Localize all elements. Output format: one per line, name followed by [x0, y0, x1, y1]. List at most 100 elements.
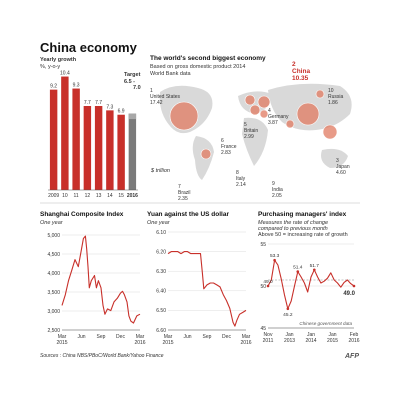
- y-tick-label: 4,500: [47, 252, 60, 258]
- gdp-bubble: [200, 148, 212, 160]
- x-tick-label: Jan: [307, 332, 315, 338]
- x-tick-label: 15: [118, 193, 124, 199]
- y-tick-label: 6.40: [156, 289, 166, 295]
- country-rank: 3: [336, 158, 339, 164]
- x-tick-label: 14: [107, 193, 113, 199]
- country-name: Japan: [336, 164, 350, 170]
- bar-value-label: 9.3: [73, 83, 80, 89]
- x-tick-label: 2015: [56, 340, 67, 346]
- bar-value-label: 7.7: [95, 100, 102, 106]
- yuan-subtitle: One year: [147, 220, 171, 226]
- x-tick-label: 2014: [305, 338, 316, 344]
- country-gdp-value: 2.99: [244, 134, 254, 140]
- country-name: United States: [150, 94, 181, 100]
- map-subtitle: Based on gross domestic product 2014: [150, 64, 245, 70]
- annotated-point: [273, 258, 276, 262]
- country-rank: 4: [268, 108, 271, 114]
- growth-bar: [94, 106, 103, 190]
- country-gdp-value: 10.35: [292, 75, 309, 82]
- y-tick-label: 6.30: [156, 269, 166, 275]
- x-tick-label: 2016: [134, 340, 145, 346]
- x-tick-label: 10: [62, 193, 68, 199]
- map-source: World Bank data: [150, 71, 192, 77]
- data-label: 49.0: [263, 279, 273, 285]
- gdp-bubble: [322, 124, 338, 140]
- country-gdp-value: 17.42: [150, 100, 163, 106]
- growth-bar: [117, 114, 125, 190]
- map-unit: $ trillion: [150, 168, 170, 174]
- gdp-bubble: [169, 101, 199, 131]
- y-tick-label: 2,500: [47, 328, 60, 334]
- bar-value-label: 6.9: [118, 109, 125, 115]
- gdp-bubble: [315, 89, 325, 99]
- annotated-point: [266, 284, 270, 288]
- pmi-chart: 555045Nov2011Jan2013Jan2014Jan2015Feb201…: [260, 242, 359, 344]
- pmi-title: Purchasing managers' index: [258, 211, 347, 218]
- country-name: Russia: [328, 94, 344, 100]
- series-line: [61, 235, 141, 324]
- y-tick-label: 6.10: [156, 230, 166, 236]
- country-gdp-value: 3.87: [268, 120, 278, 126]
- gdp-bubble: [285, 119, 295, 129]
- x-tick-label: Sep: [97, 334, 106, 340]
- x-tick-label: Jun: [183, 334, 191, 340]
- series-line: [267, 259, 355, 310]
- x-tick-label: Feb: [350, 332, 359, 338]
- target-low: 6.5 -: [124, 79, 135, 85]
- bar-value-label: 10.4: [60, 71, 70, 77]
- x-tick-label: Dec: [222, 334, 231, 340]
- country-rank: 9: [272, 181, 275, 187]
- x-tick-label: 2013: [284, 338, 295, 344]
- pmi-subtitle-2: compared to previous month: [258, 226, 328, 232]
- bar-value-label: 7.7: [84, 100, 91, 106]
- y-tick-label: 4,000: [47, 271, 60, 277]
- country-gdp-value: 2.35: [178, 196, 188, 202]
- country-rank: 7: [178, 184, 181, 190]
- data-label: 49.0: [343, 291, 355, 297]
- y-tick-label: 55: [260, 242, 266, 248]
- bar-value-label: 7.3: [106, 104, 113, 110]
- growth-bar: [106, 110, 114, 190]
- x-tick-label: Jun: [77, 334, 85, 340]
- agency-logo: AFP: [344, 353, 359, 360]
- country-gdp-value: 4.60: [336, 170, 346, 176]
- growth-bar: [72, 88, 80, 190]
- x-tick-label: 2016: [127, 193, 138, 199]
- country-rank: 2: [292, 61, 296, 68]
- country-rank: 1: [150, 88, 153, 94]
- x-tick-label: 11: [74, 193, 79, 199]
- yuan-title: Yuan against the US dollar: [147, 211, 229, 218]
- gdp-bubble: [249, 104, 261, 116]
- africa-shape: [242, 117, 268, 166]
- shanghai-subtitle: One year: [40, 220, 64, 226]
- target-label: Target: [124, 72, 141, 78]
- x-tick-label: 2009: [48, 193, 59, 199]
- country-name: China: [292, 68, 310, 75]
- target-range-mark: [128, 113, 137, 120]
- country-rank: 6: [221, 138, 224, 144]
- y-tick-label: 6.20: [156, 249, 166, 255]
- country-gdp-value: 2.14: [236, 182, 246, 188]
- x-tick-label: Dec: [116, 334, 125, 340]
- y-tick-label: 45: [260, 326, 266, 332]
- country-rank: 10: [328, 88, 334, 94]
- bar-value-label: 9.2: [50, 84, 57, 90]
- country-rank: 5: [244, 122, 247, 128]
- gdp-bubble: [296, 102, 320, 126]
- x-tick-label: 2016: [348, 338, 359, 344]
- x-tick-label: 2016: [240, 340, 251, 346]
- y-tick-label: 5,000: [47, 233, 60, 239]
- data-label: 45.2: [283, 312, 293, 318]
- y-tick-label: 50: [260, 284, 266, 290]
- x-tick-label: Mar: [164, 334, 173, 340]
- country-gdp-value: 1.86: [328, 100, 338, 106]
- target-bar: [128, 113, 137, 190]
- pmi-subtitle-3: Above 50 = increasing rate of growth: [258, 232, 348, 238]
- x-tick-label: Nov: [264, 332, 273, 338]
- x-tick-label: Jan: [328, 332, 336, 338]
- country-name: Brazil: [178, 190, 191, 196]
- growth-bar: [49, 89, 58, 190]
